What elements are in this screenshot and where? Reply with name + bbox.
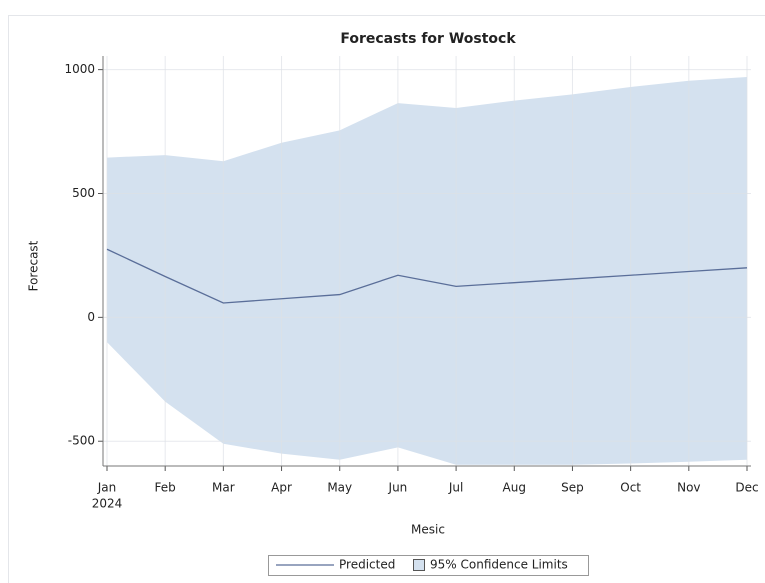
x-tick-label: Mar xyxy=(212,481,235,495)
y-axis-label: Forecast xyxy=(27,240,41,291)
y-tick-label: 500 xyxy=(72,186,95,200)
predicted-line xyxy=(106,248,748,304)
year-label: 2024 xyxy=(92,497,123,511)
frame xyxy=(8,15,765,583)
x-tick-label: Nov xyxy=(677,481,700,495)
legend-swatch xyxy=(413,559,425,571)
x-tick-label: Aug xyxy=(503,481,526,495)
legend-label: Predicted xyxy=(339,558,395,572)
chart-title: Forecasts for Wostock xyxy=(340,31,516,47)
x-tick-label: Feb xyxy=(155,481,176,495)
confidence-band xyxy=(107,77,747,465)
x-tick-label: Oct xyxy=(620,481,641,495)
y-tick-label: 1000 xyxy=(64,62,95,76)
legend-box xyxy=(268,555,589,576)
x-tick-label: Apr xyxy=(271,481,292,495)
y-tick-label: 0 xyxy=(87,310,95,324)
x-tick-label: Jul xyxy=(448,481,463,495)
x-tick-label: Jun xyxy=(388,481,408,495)
y-tick-label: -500 xyxy=(68,434,95,448)
x-tick-label: May xyxy=(327,481,352,495)
x-tick-label: Dec xyxy=(735,481,758,495)
x-tick-label: Sep xyxy=(561,481,584,495)
x-axis-label: Mesic xyxy=(411,523,445,537)
x-tick-label: Jan xyxy=(97,481,117,495)
legend-label: 95% Confidence Limits xyxy=(430,558,568,572)
